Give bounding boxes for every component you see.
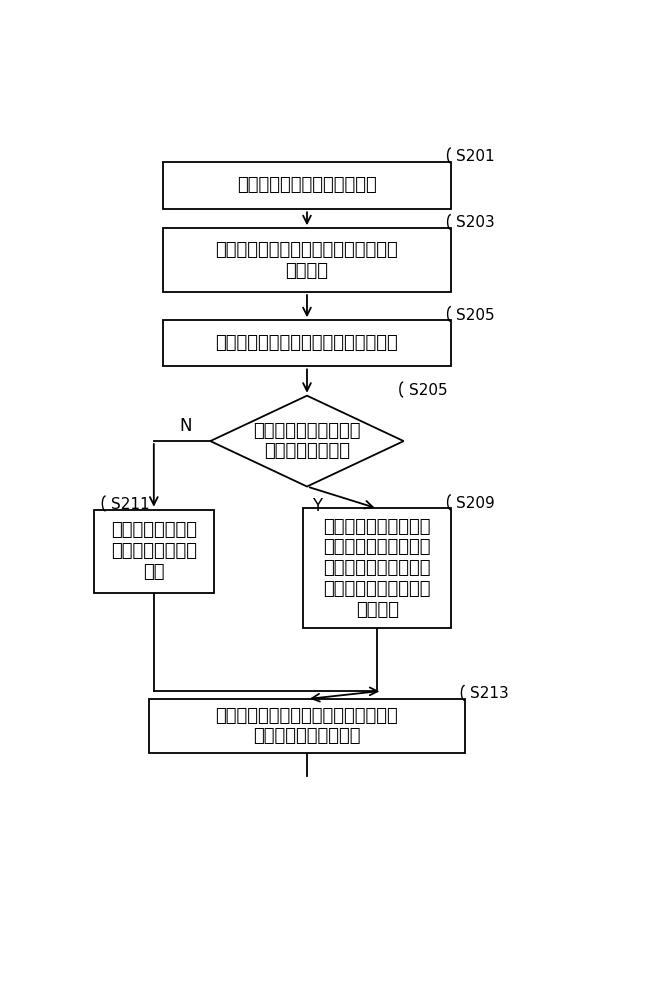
Text: 根据第一存储区域信息，将运行数据写
入对应的第一存储区域: 根据第一存储区域信息，将运行数据写 入对应的第一存储区域 xyxy=(216,707,399,745)
Text: S209: S209 xyxy=(456,496,495,511)
Text: S203: S203 xyxy=(456,215,495,230)
Text: 根据对应关系将第一描
述字段转换为对应的第
一元数据字段；第一元
数据字段包括第一存储
区域信息: 根据对应关系将第一描 述字段转换为对应的第 一元数据字段；第一元 数据字段包括第… xyxy=(323,518,431,619)
Bar xyxy=(163,228,452,292)
Text: 根据设备标识，获取物联网设备的当前
设备模型: 根据设备标识，获取物联网设备的当前 设备模型 xyxy=(216,241,399,280)
Text: S213: S213 xyxy=(470,686,509,701)
Text: Y: Y xyxy=(312,497,322,515)
Bar xyxy=(303,508,452,628)
Bar xyxy=(93,510,214,593)
Text: S205: S205 xyxy=(456,308,495,323)
Text: 获取设备模型与元数据模型的映射关系: 获取设备模型与元数据模型的映射关系 xyxy=(216,334,399,352)
Text: 获取物联网设备上报的数据包: 获取物联网设备上报的数据包 xyxy=(237,176,377,194)
Bar xyxy=(149,699,465,753)
Polygon shape xyxy=(211,396,404,487)
Text: 从多个设备模型中确定
存在当前设备模型: 从多个设备模型中确定 存在当前设备模型 xyxy=(253,422,361,460)
Text: S201: S201 xyxy=(456,149,495,164)
Bar xyxy=(163,320,452,366)
Text: 从第一描述字段中
获取第一存储区域
信息: 从第一描述字段中 获取第一存储区域 信息 xyxy=(111,521,197,581)
Text: N: N xyxy=(179,417,191,435)
Bar xyxy=(163,162,452,209)
Text: S205: S205 xyxy=(409,383,447,398)
Text: S211: S211 xyxy=(111,497,150,512)
